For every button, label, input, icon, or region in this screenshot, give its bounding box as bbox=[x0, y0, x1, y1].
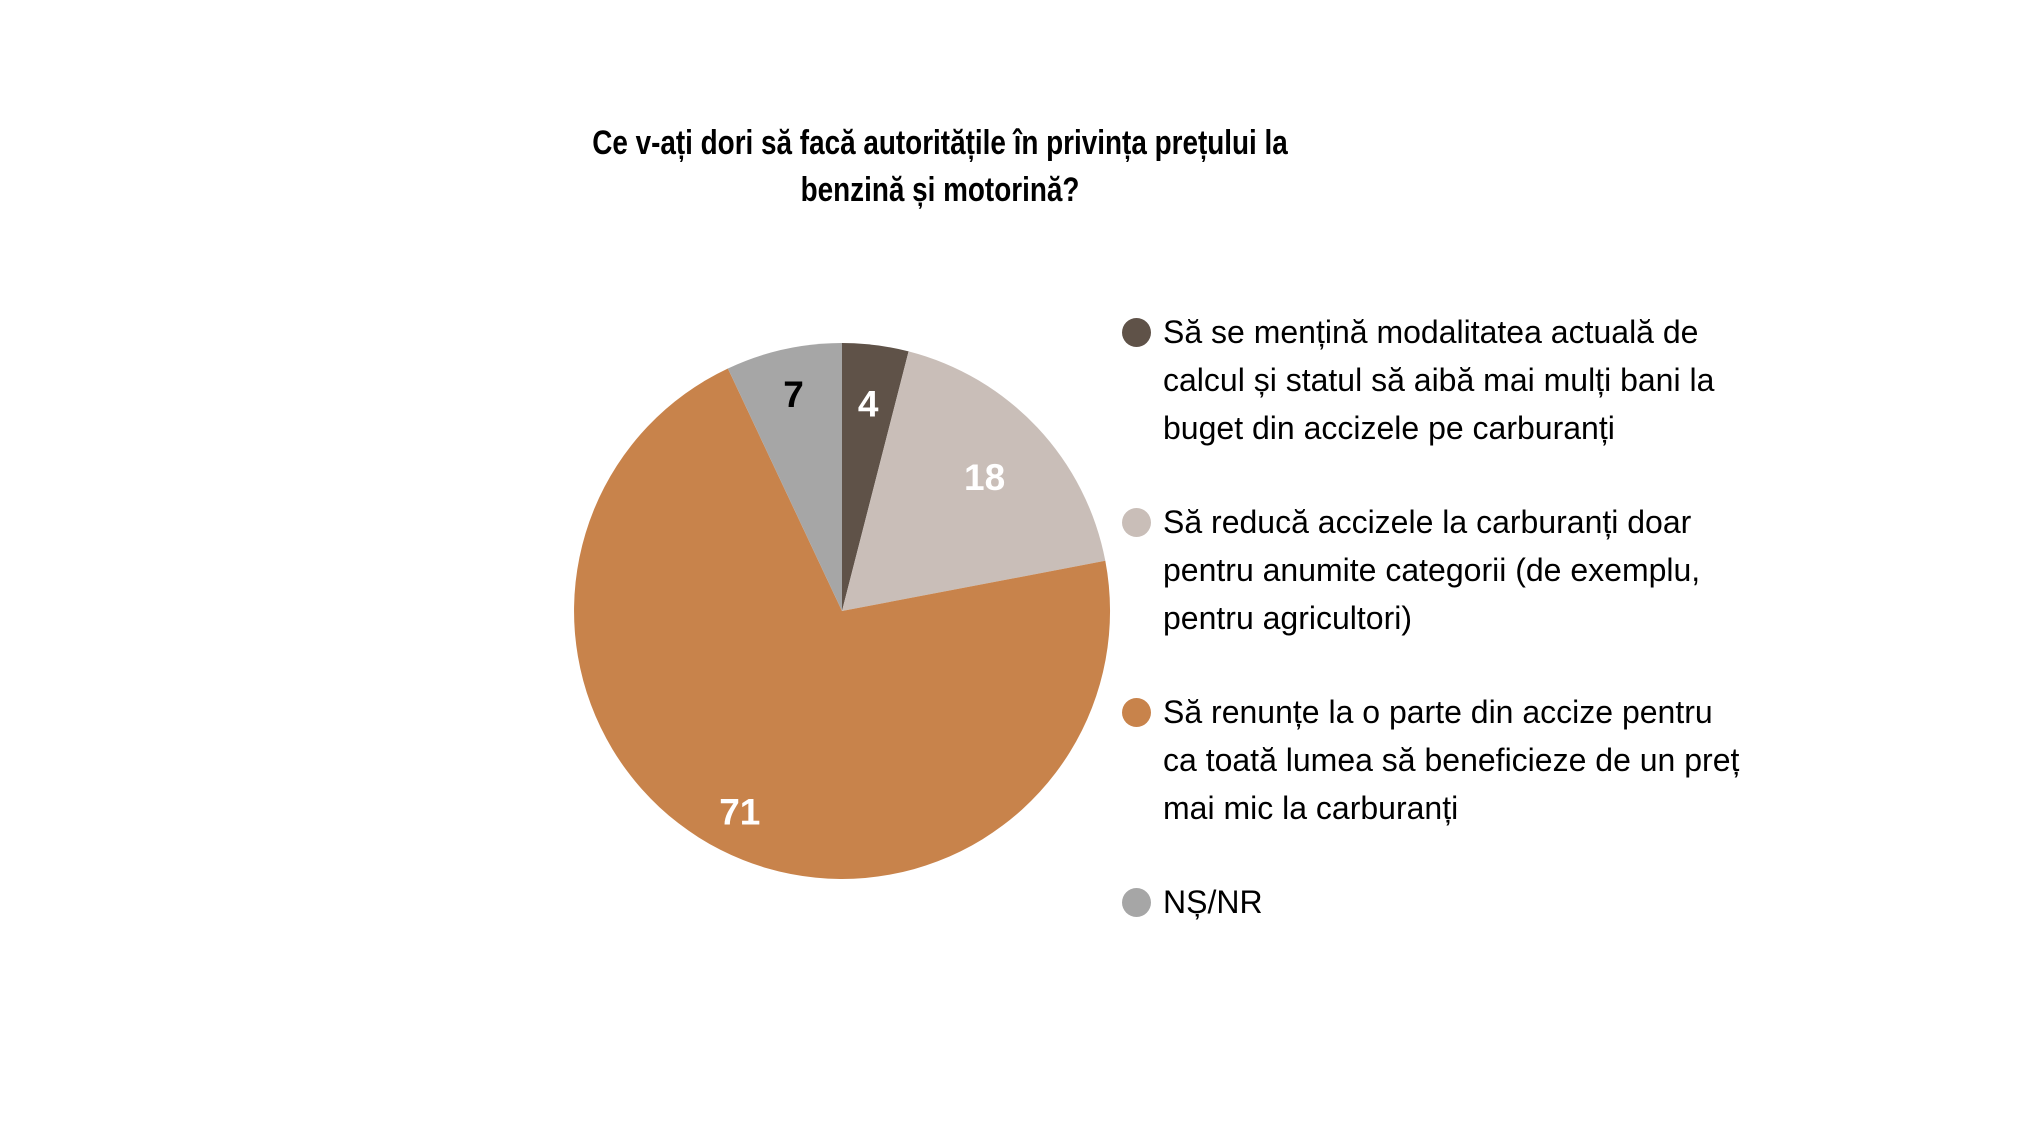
legend-label: Să se mențină modalitatea actuală de cal… bbox=[1163, 314, 1715, 446]
legend-label: NȘ/NR bbox=[1163, 884, 1263, 920]
legend-item-reduca-accizele: Să reducă accizele la carburanți doar pe… bbox=[1122, 498, 1739, 642]
chart-title: Ce v-ați dori să facă autoritățile în pr… bbox=[592, 124, 1288, 209]
pie-slice-value-label-3: 7 bbox=[783, 374, 804, 415]
legend-marker-icon bbox=[1122, 508, 1151, 537]
legend-label: Să reducă accizele la carburanți doar pe… bbox=[1163, 504, 1701, 636]
legend-marker-icon bbox=[1122, 888, 1151, 917]
pie-slice-value-label-2: 71 bbox=[719, 792, 760, 833]
pie-slice-0 bbox=[842, 343, 909, 611]
pie-slice-3 bbox=[727, 343, 842, 611]
pie-slice-value-label-1: 18 bbox=[964, 457, 1005, 498]
legend-marker-icon bbox=[1122, 318, 1151, 347]
legend-item-ns-nr: NȘ/NR bbox=[1122, 878, 1739, 926]
pie-slice-2 bbox=[574, 368, 1111, 879]
legend-label: Să renunțe la o parte din accize pentru … bbox=[1163, 694, 1740, 826]
legend-marker-icon bbox=[1122, 698, 1151, 727]
pie-slice-value-label-0: 4 bbox=[858, 384, 879, 425]
legend-item-mentina-modalitatea: Să se mențină modalitatea actuală de cal… bbox=[1122, 308, 1739, 452]
legend-item-renunte-accize: Să renunțe la o parte din accize pentru … bbox=[1122, 688, 1739, 832]
legend: Să se mențină modalitatea actuală de cal… bbox=[1122, 308, 1739, 926]
pie-slice-1 bbox=[842, 351, 1106, 611]
